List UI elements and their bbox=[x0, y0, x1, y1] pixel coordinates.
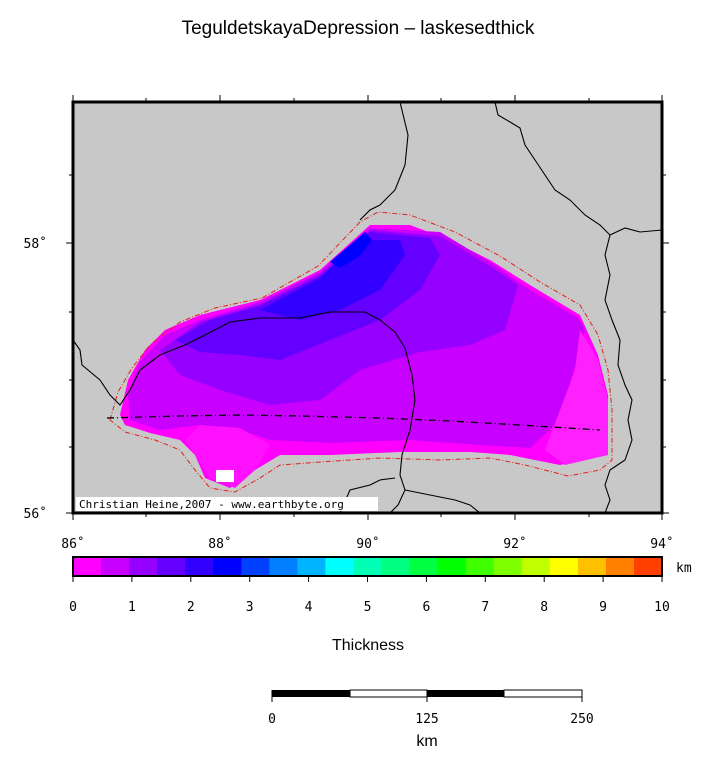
lat-label: 58˚ bbox=[24, 236, 47, 252]
thickness-region-east bbox=[545, 330, 608, 465]
no-data-cell bbox=[216, 470, 234, 482]
thickness-region-south-lobe bbox=[185, 425, 270, 488]
longitude-labels: 86˚ 88˚ 90˚ 92˚ 94˚ bbox=[61, 536, 673, 552]
lon-label: 86˚ bbox=[61, 536, 84, 552]
scale-segment-black bbox=[272, 690, 350, 697]
colorbar-swatch bbox=[605, 557, 635, 576]
colorbar-label: Thickness bbox=[331, 637, 405, 654]
lon-label: 92˚ bbox=[503, 536, 526, 552]
colorbar-swatch bbox=[129, 557, 158, 576]
colorbar-swatch bbox=[73, 557, 102, 576]
colorbar-tick-label: 10 bbox=[654, 600, 670, 615]
scale-label: 0 bbox=[268, 712, 276, 727]
credit-box bbox=[76, 497, 378, 511]
thickness-region-5km bbox=[330, 232, 372, 268]
colorbar-swatch bbox=[381, 557, 411, 576]
colorbar-tick-label: 2 bbox=[187, 600, 195, 615]
colorbar-swatch bbox=[185, 557, 214, 576]
lat-label: 56˚ bbox=[24, 506, 47, 522]
lon-label: 94˚ bbox=[650, 536, 673, 552]
colorbar-swatch bbox=[213, 557, 242, 576]
colorbar-tick-label: 9 bbox=[599, 600, 607, 615]
colorbar-tick-label: 8 bbox=[540, 600, 548, 615]
lon-label: 88˚ bbox=[208, 536, 231, 552]
colorbar-swatch bbox=[549, 557, 579, 576]
map-frame-ticks bbox=[66, 95, 669, 520]
colorbar-unit: km bbox=[676, 561, 692, 576]
scale-segment-white bbox=[503, 689, 583, 698]
colorbar-swatch bbox=[521, 557, 551, 576]
colorbar bbox=[73, 557, 663, 576]
colorbar-swatch bbox=[493, 557, 523, 576]
colorbar-tick-labels: 0 1 2 3 4 5 6 7 8 9 10 bbox=[69, 576, 670, 615]
scale-unit: km bbox=[416, 733, 438, 750]
colorbar-tick-label: 4 bbox=[305, 600, 313, 615]
colorbar-swatch bbox=[437, 557, 467, 576]
colorbar-swatch bbox=[353, 557, 383, 576]
scale-segment-white bbox=[349, 689, 428, 698]
scale-label: 250 bbox=[570, 712, 593, 727]
colorbar-swatch bbox=[241, 557, 270, 576]
lon-label: 90˚ bbox=[356, 536, 379, 552]
basin-outline bbox=[109, 211, 613, 493]
colorbar-swatch bbox=[409, 557, 439, 576]
colorbar-tick-label: 5 bbox=[364, 600, 372, 615]
colorbar-tick-label: 6 bbox=[422, 600, 430, 615]
colorbar-swatch bbox=[101, 557, 130, 576]
map-title: TeguldetskayaDepression – laskesedthick bbox=[181, 18, 535, 39]
colorbar-tick-label: 3 bbox=[246, 600, 254, 615]
credit-text: Christian Heine,2007 - www.earthbyte.org bbox=[79, 498, 344, 511]
colorbar-tick-label: 1 bbox=[128, 600, 136, 615]
colorbar-swatch bbox=[577, 557, 607, 576]
colorbar-swatch bbox=[157, 557, 186, 576]
latitude-labels: 58˚ 56˚ bbox=[24, 236, 47, 522]
scale-segment-black bbox=[427, 690, 504, 697]
scale-bar bbox=[271, 689, 583, 702]
colorbar-swatch bbox=[269, 557, 298, 576]
scale-label: 125 bbox=[415, 712, 438, 727]
colorbar-tick-label: 0 bbox=[69, 600, 77, 615]
colorbar-tick-label: 7 bbox=[481, 600, 489, 615]
colorbar-swatch bbox=[465, 557, 495, 576]
scale-labels: 0 125 250 bbox=[268, 712, 594, 727]
colorbar-swatch bbox=[325, 557, 354, 576]
colorbar-swatch bbox=[297, 557, 326, 576]
thickness-region-4-5km bbox=[260, 240, 405, 320]
colorbar-swatch bbox=[633, 557, 663, 576]
